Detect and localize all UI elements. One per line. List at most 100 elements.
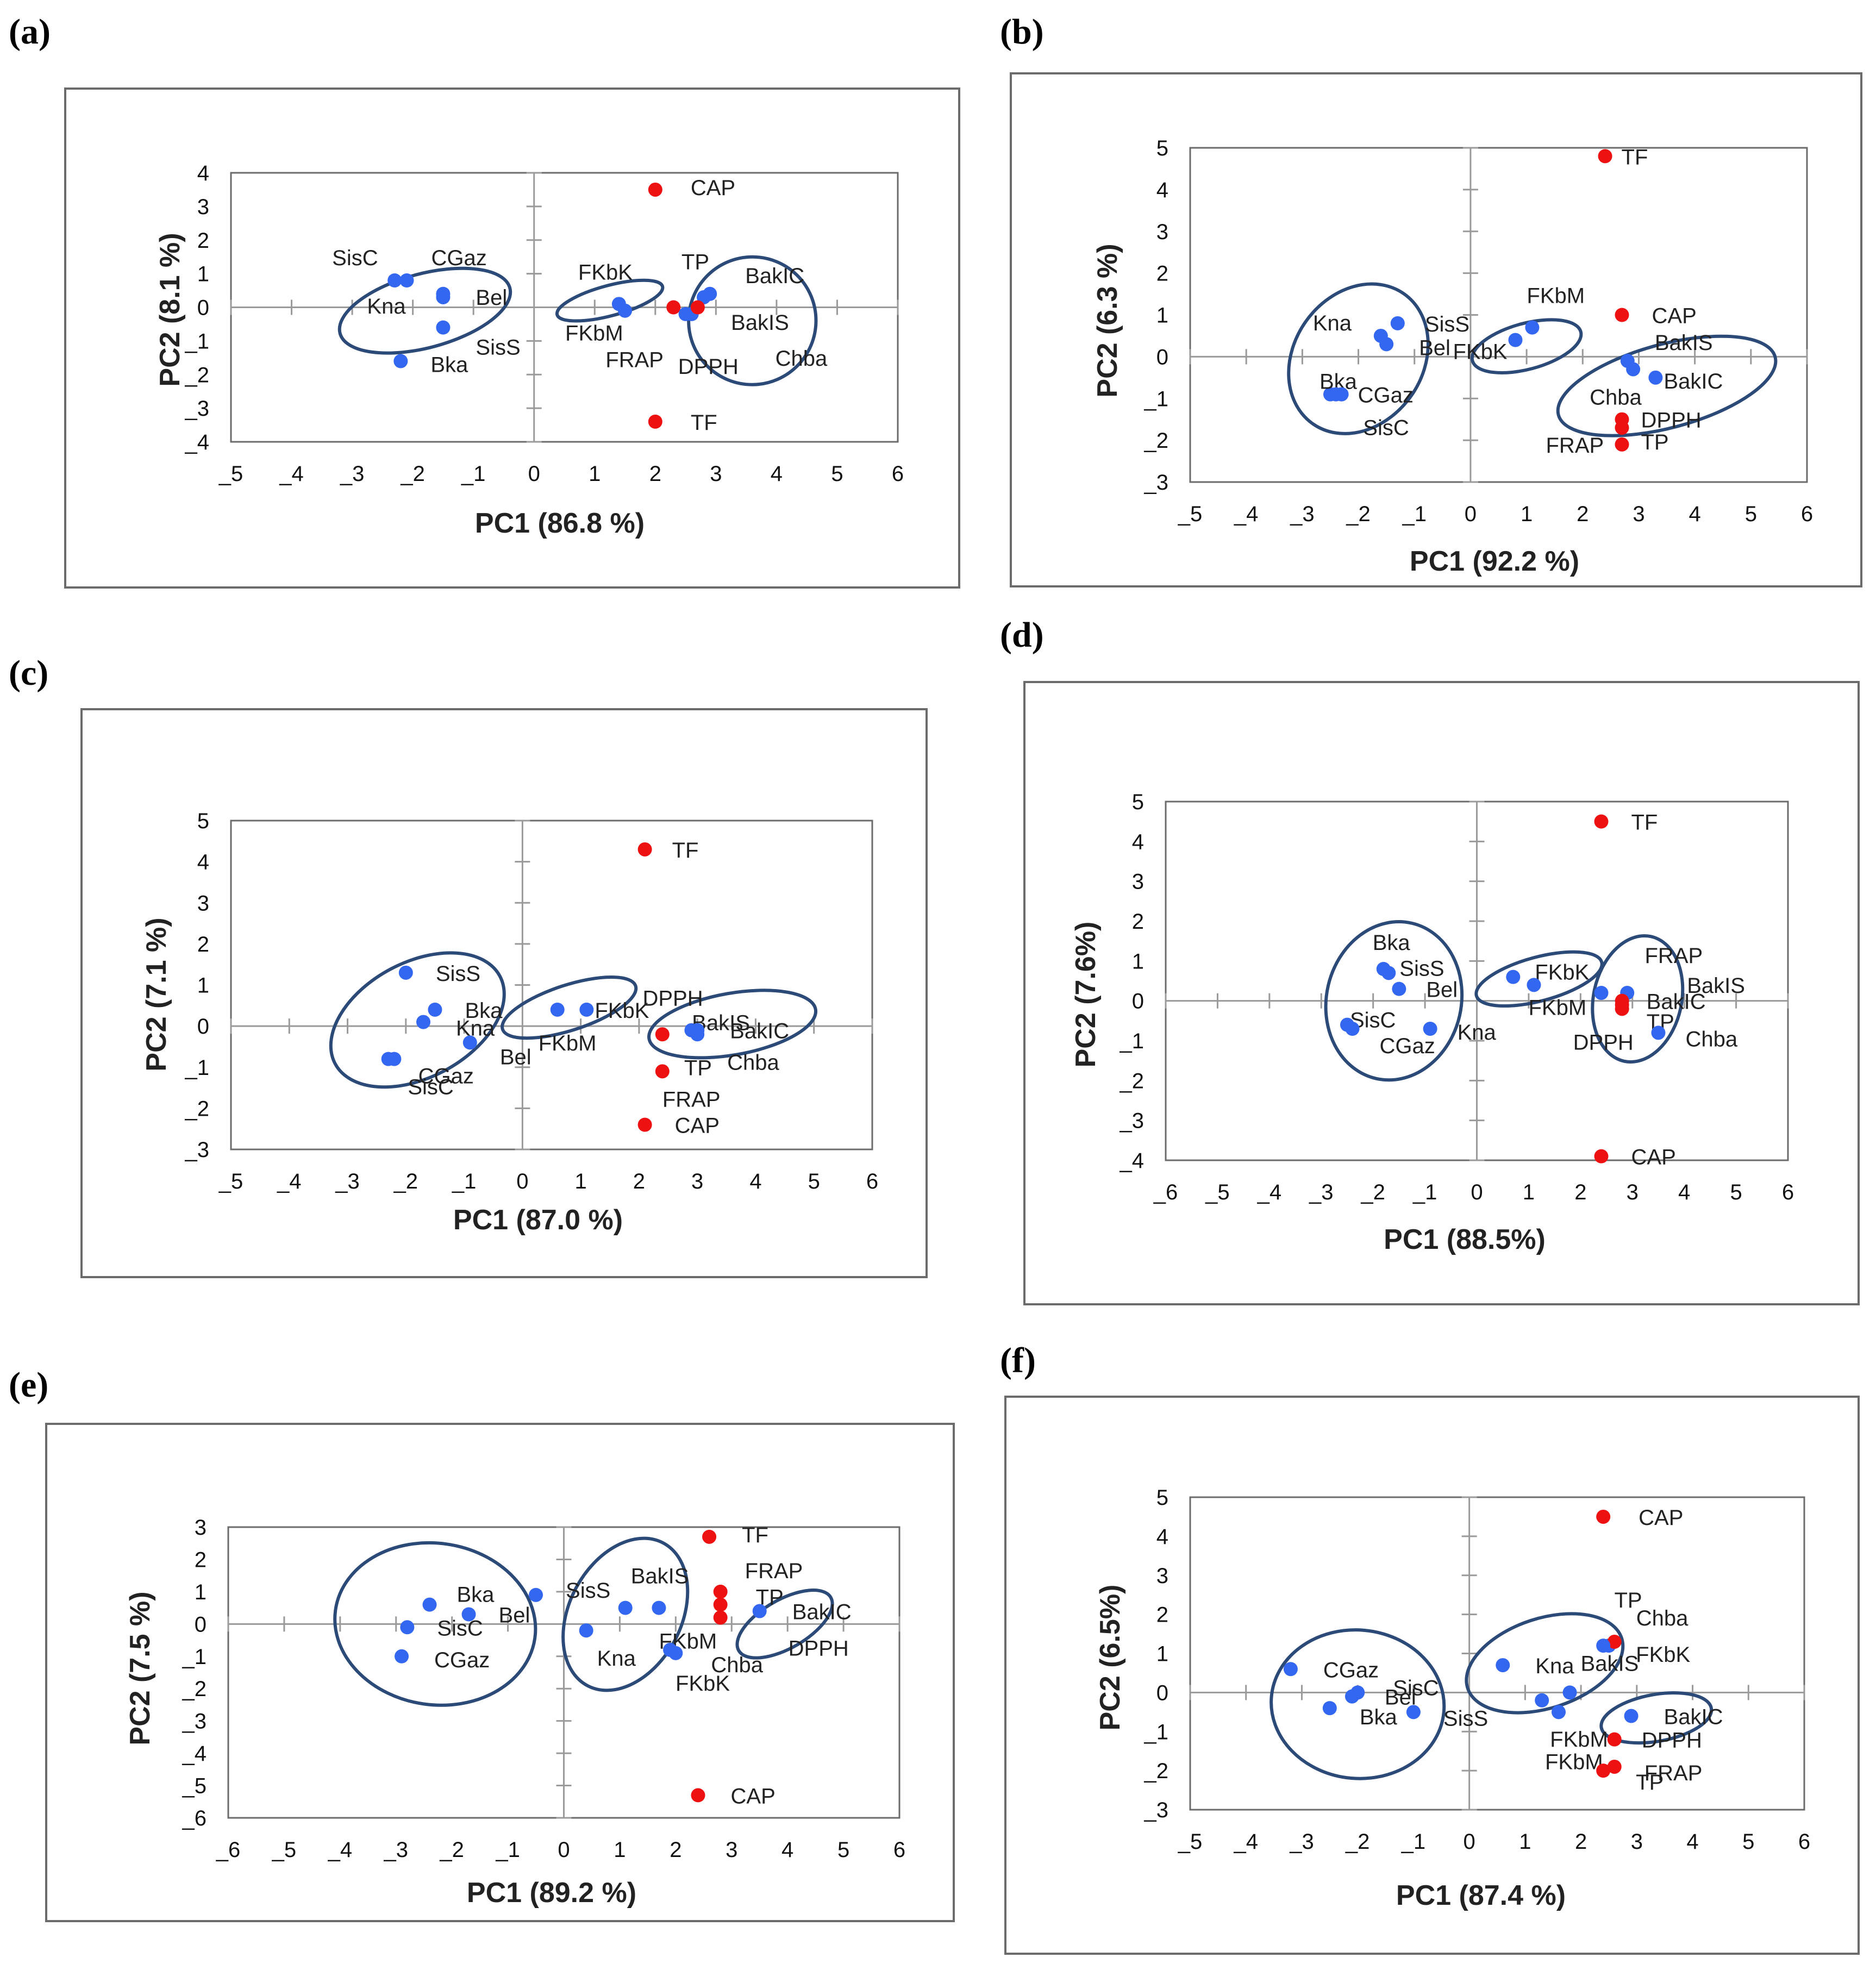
point-label: TF (672, 839, 699, 862)
x-tick-label: 3 (726, 1838, 737, 1862)
point-label: BakIC (1647, 990, 1706, 1014)
point-label: BakIC (1664, 1705, 1723, 1729)
data-point-bel (461, 1607, 476, 1622)
point-label: Chba (711, 1653, 763, 1677)
y-tick-label: 0 (197, 1015, 209, 1039)
x-tick-label: 0 (528, 462, 540, 486)
point-label: Bel (1419, 336, 1450, 360)
x-tick-label: _2 (1346, 502, 1371, 526)
x-tick-label: 6 (893, 1838, 905, 1862)
data-point-fkbm (618, 303, 633, 318)
point-label: TP (1614, 1589, 1642, 1612)
point-label: Bka (1373, 931, 1411, 955)
point-label: SisS (476, 336, 520, 360)
x-tick-label: 4 (771, 462, 783, 486)
x-axis-title: PC1 (87.4 %) (1396, 1880, 1566, 1911)
point-label: SisS (566, 1579, 610, 1603)
panel-letter: (d) (1000, 615, 1044, 655)
y-tick-label: 2 (195, 1548, 207, 1572)
y-tick-label: 1 (197, 262, 209, 286)
x-tick-label: 5 (837, 1838, 849, 1862)
data-point-tf (1594, 814, 1609, 829)
point-label: TP (1641, 430, 1669, 454)
data-point-chba (678, 307, 693, 321)
point-label: Bka (457, 1583, 495, 1607)
x-tick-label: 1 (614, 1838, 626, 1862)
data-point-chba (1607, 1634, 1622, 1649)
x-tick-label: _5 (218, 1170, 243, 1193)
y-tick-label: _3 (1120, 1109, 1145, 1133)
y-tick-label: 2 (197, 933, 209, 956)
x-tick-label: 3 (691, 1170, 703, 1193)
x-tick-label: 6 (1798, 1830, 1810, 1854)
point-label: FKbM (539, 1031, 597, 1055)
point-label: Kna (367, 295, 406, 318)
x-tick-label: 3 (1633, 502, 1644, 526)
x-tick-label: 2 (1577, 502, 1589, 526)
y-tick-label: 3 (1156, 1564, 1168, 1588)
panel-a: (a) _5 _4 _3 _2 _1 0 1 2 3 4 5 6 _4 _3 _2 _1 0 1 2 3 4 PC1 (86… (9, 12, 960, 589)
point-label: Chba (1636, 1606, 1689, 1630)
y-tick-label: _2 (1144, 1759, 1169, 1783)
panel-d: (d) _6 _5 _4 _3 _2 _1 0 1 2 3 4 5 6 _4 _3 _2 _1 0 1 2 3 4 5 PC1 … (1000, 615, 1860, 1305)
x-tick-label: 5 (1745, 502, 1757, 526)
point-label: DPPH (1641, 409, 1702, 433)
point-label: DPPH (789, 1636, 849, 1660)
y-tick-label: _4 (185, 430, 210, 454)
data-point-siss (529, 1587, 543, 1602)
data-point-kna (579, 1623, 593, 1638)
data-point-bakic (703, 286, 717, 301)
point-label: Bka (465, 999, 503, 1023)
x-tick-label: _2 (439, 1838, 464, 1862)
data-point-tf (1598, 149, 1612, 164)
point-label: Chba (727, 1050, 779, 1074)
x-tick-label: 1 (1519, 1830, 1531, 1854)
y-tick-label: _3 (1144, 1798, 1169, 1822)
x-tick-label: _2 (1360, 1180, 1385, 1204)
point-label: BakIS (731, 311, 789, 335)
data-point-dpph (713, 1610, 728, 1625)
x-tick-label: 4 (1689, 502, 1701, 526)
data-point-kna (1423, 1022, 1437, 1036)
x-tick-label: 5 (808, 1170, 820, 1193)
point-label: Bel (499, 1604, 530, 1628)
point-label: TF (1622, 145, 1648, 169)
x-tick-label: 6 (866, 1170, 878, 1193)
data-point-bakic (752, 1604, 767, 1618)
x-axis-title: PC1 (86.8 %) (475, 508, 645, 539)
point-label: SisC (332, 246, 378, 270)
data-point-bel (436, 286, 451, 301)
data-point-cap (648, 182, 662, 197)
x-tick-label: 6 (1782, 1180, 1794, 1204)
x-tick-label: 5 (1730, 1180, 1742, 1204)
data-point-cgaz (399, 273, 414, 287)
data-point-tf (702, 1529, 717, 1544)
x-tick-label: _6 (216, 1838, 241, 1862)
x-tick-label: _3 (1309, 1180, 1334, 1204)
y-tick-label: 4 (197, 851, 209, 874)
x-tick-label: _1 (461, 462, 486, 486)
y-tick-label: 4 (1132, 830, 1144, 854)
x-tick-label: _4 (1233, 1830, 1258, 1854)
panel-letter: (f) (1000, 1341, 1036, 1380)
point-label: Kna (456, 1017, 495, 1041)
data-point-dpph (1607, 1732, 1622, 1747)
x-tick-label: 2 (1574, 1180, 1586, 1204)
data-point-cgaz (1345, 1022, 1360, 1036)
y-tick-label: 5 (197, 809, 209, 833)
point-label: CAP (675, 1114, 720, 1138)
data-point-bakic (1624, 1709, 1639, 1723)
point-label: SisC (1363, 416, 1409, 440)
data-point-bka (393, 354, 408, 368)
point-label: FRAP (1546, 434, 1604, 458)
y-tick-label: _2 (185, 363, 210, 387)
point-label: TP (681, 251, 709, 274)
x-tick-label: 0 (558, 1838, 570, 1862)
point-label: SisC (408, 1075, 453, 1099)
x-tick-label: 3 (710, 462, 722, 486)
point-label: FKbM (1527, 284, 1585, 308)
y-tick-label: 0 (195, 1612, 207, 1636)
cluster-ellipse-1 (329, 951, 506, 1089)
y-axis-title: PC2 (7.5 %) (124, 1591, 156, 1745)
data-point-tp (1615, 998, 1629, 1012)
